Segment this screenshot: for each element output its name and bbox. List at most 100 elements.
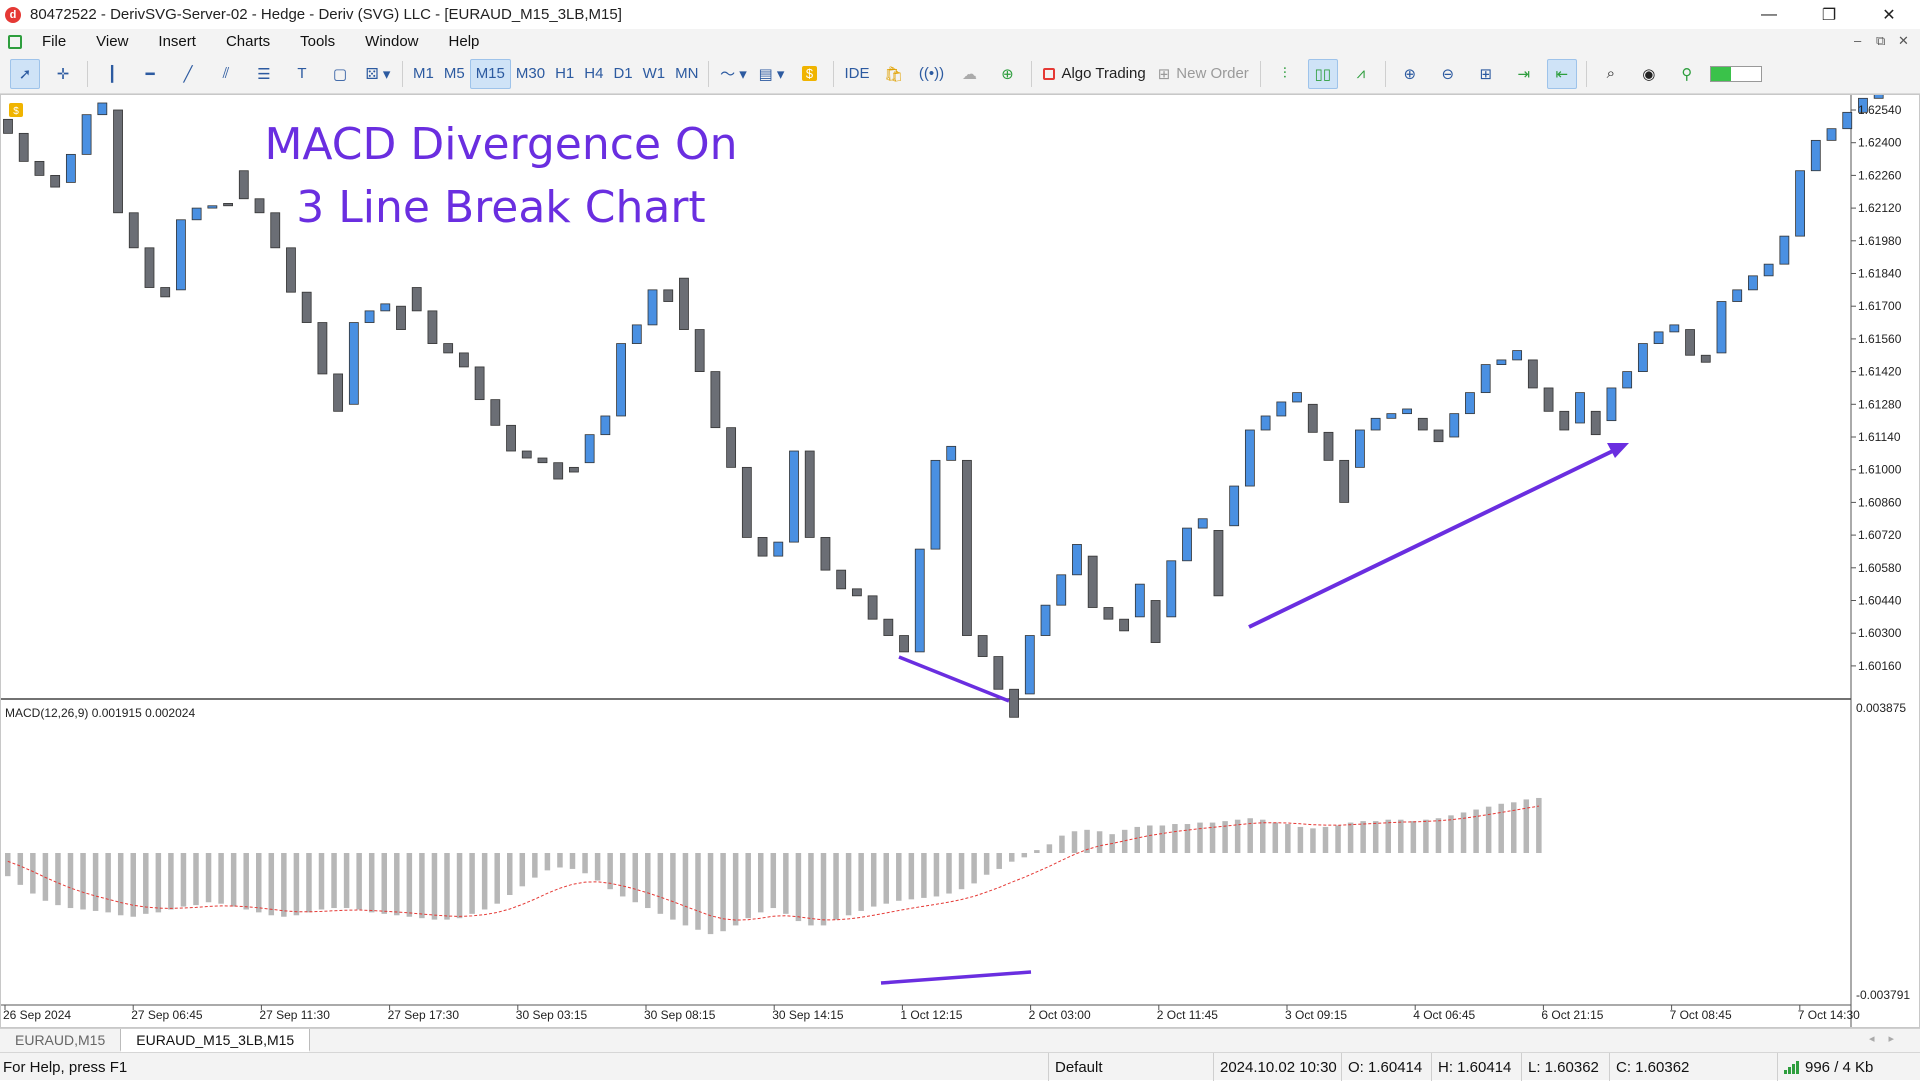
shapes-button[interactable]: ▢ <box>325 59 355 89</box>
macd-bar <box>130 853 136 917</box>
line-chart-button[interactable]: ⩘ <box>1346 59 1376 89</box>
timeframe-m30[interactable]: M30 <box>515 65 546 82</box>
chart-close-button[interactable]: ✕ <box>1898 33 1909 48</box>
time-label: 1 Oct 12:15 <box>900 1008 962 1022</box>
macd-bar <box>632 853 638 903</box>
market-button[interactable]: $ <box>794 59 824 89</box>
bull-brick <box>1386 413 1397 419</box>
annotation-title-line1: MACD Divergence On <box>264 119 737 170</box>
menu-file[interactable]: File <box>42 33 67 50</box>
connection-button[interactable]: ⚲ <box>1672 59 1702 89</box>
chart-restore-button[interactable]: ⧉ <box>1876 33 1886 48</box>
bull-brick <box>207 205 218 209</box>
chart-window[interactable]: 1.62540 1.62400 1.62260 1.62120 1.61980 1.618… <box>0 94 1920 1028</box>
bull-brick <box>773 541 784 557</box>
market-bag-button[interactable]: 🛍 <box>878 59 908 89</box>
vps-button[interactable]: ☁ <box>954 59 984 89</box>
vertical-line-button[interactable]: ┃ <box>97 59 127 89</box>
new-order-button[interactable]: ⊞ New Order <box>1152 65 1255 83</box>
timeframe-h4[interactable]: H4 <box>584 65 604 82</box>
objects-button[interactable]: ⚄ ▾ <box>363 59 393 89</box>
macd-bar <box>783 853 789 914</box>
bear-brick <box>1150 600 1161 643</box>
timeframe-m15[interactable]: M15 <box>469 58 511 89</box>
macd-bar <box>168 853 174 910</box>
macd-divergence-line[interactable] <box>880 970 1032 985</box>
minimize-button[interactable]: — <box>1761 5 1777 23</box>
text-tool-button[interactable]: T <box>287 59 317 89</box>
chart-canvas[interactable]: 1.62540 1.62400 1.62260 1.62120 1.61980 1.618… <box>1 95 1919 1027</box>
tab-euraud-3lb[interactable]: EURAUD_M15_3LB,M15 <box>120 1029 311 1052</box>
price-level-label: 1.60440 <box>1858 594 1902 608</box>
macd-bar <box>833 853 839 920</box>
search-button[interactable]: ⌕ <box>1596 59 1626 89</box>
signals-button[interactable]: ((•)) <box>916 59 946 89</box>
bull-brick <box>1244 429 1255 487</box>
bar-chart-button[interactable]: ⫶ <box>1270 59 1300 89</box>
macd-bar <box>155 853 162 913</box>
menu-tools[interactable]: Tools <box>300 33 336 50</box>
macd-bar <box>745 853 751 919</box>
macd-bar <box>795 853 802 922</box>
timeframe-mn[interactable]: MN <box>675 65 699 82</box>
macd-bar <box>682 853 689 926</box>
trend-line-button[interactable]: ╱ <box>173 59 203 89</box>
shopping-bag-icon: 🛍 <box>883 65 903 83</box>
tile-windows-button[interactable]: ⊞ <box>1471 59 1501 89</box>
macd-bar <box>1385 819 1391 853</box>
bull-brick <box>647 289 658 326</box>
macd-bar <box>870 853 877 907</box>
macd-bar <box>896 853 902 901</box>
ide-button[interactable]: IDE <box>844 65 870 82</box>
close-button[interactable]: ✕ <box>1882 6 1896 24</box>
timeframe-h1[interactable]: H1 <box>555 65 575 82</box>
bull-brick <box>364 310 375 323</box>
price-panel[interactable] <box>1 95 1851 699</box>
account-button[interactable]: ◉ <box>1634 59 1664 89</box>
price-level-label: 1.61280 <box>1858 397 1902 411</box>
price-divergence-low-line[interactable] <box>898 655 1010 703</box>
indicators-button[interactable]: 〜 ▾ <box>718 59 748 89</box>
candlestick-chart-button[interactable]: ▯▯ <box>1307 58 1338 89</box>
bear-brick <box>1543 387 1554 412</box>
chart-shift-button[interactable]: ⇤ <box>1546 58 1577 89</box>
price-level-label: 1.62540 <box>1858 103 1902 117</box>
macd-bar <box>1260 819 1266 853</box>
menu-charts[interactable]: Charts <box>225 33 271 50</box>
price-uptrend-arrow[interactable] <box>1248 445 1622 629</box>
menu-help[interactable]: Help <box>448 33 480 50</box>
crosshair-button[interactable]: ✛ <box>48 59 78 89</box>
menu-view[interactable]: View <box>96 33 129 50</box>
timeframe-m5[interactable]: M5 <box>443 65 465 82</box>
bear-brick <box>977 635 988 657</box>
zoom-out-button[interactable]: ⊖ <box>1433 59 1463 89</box>
web-trading-button[interactable]: ⊕ <box>992 59 1022 89</box>
zoom-in-button[interactable]: ⊕ <box>1395 59 1425 89</box>
menu-window[interactable]: Window <box>365 33 419 50</box>
fibonacci-button[interactable]: ☰ <box>249 59 279 89</box>
tab-scroll-arrows[interactable]: ◂▸ <box>1868 1033 1908 1045</box>
chart-minimize-button[interactable]: – <box>1854 33 1862 48</box>
cursor-tool-button[interactable]: ➚ <box>10 58 40 89</box>
algo-trading-button[interactable]: Algo Trading <box>1037 65 1151 82</box>
restore-button[interactable]: ❐ <box>1821 6 1837 24</box>
macd-bar <box>1310 828 1316 853</box>
timeframe-m1[interactable]: M1 <box>413 65 434 82</box>
bear-brick <box>50 175 61 188</box>
channel-button[interactable]: ⫽ <box>211 59 241 89</box>
macd-bar <box>946 853 952 894</box>
auto-scroll-button[interactable]: ⇥ <box>1509 59 1539 89</box>
macd-bar <box>569 853 576 869</box>
macd-bar <box>481 853 488 910</box>
timeframe-d1[interactable]: D1 <box>613 65 633 82</box>
macd-bar <box>808 853 814 926</box>
menu-insert[interactable]: Insert <box>158 33 196 50</box>
bear-brick <box>254 198 265 214</box>
bear-brick <box>521 450 532 459</box>
timeframe-w1[interactable]: W1 <box>642 65 666 82</box>
horizontal-line-button[interactable]: ━ <box>135 59 165 89</box>
expert-status-icon[interactable] <box>9 103 23 117</box>
window-title: 80472522 - DerivSVG-Server-02 - Hedge - … <box>30 6 622 23</box>
tab-euraud-m15[interactable]: EURAUD,M15 <box>15 1032 106 1048</box>
templates-button[interactable]: ▤ ▾ <box>756 59 786 89</box>
